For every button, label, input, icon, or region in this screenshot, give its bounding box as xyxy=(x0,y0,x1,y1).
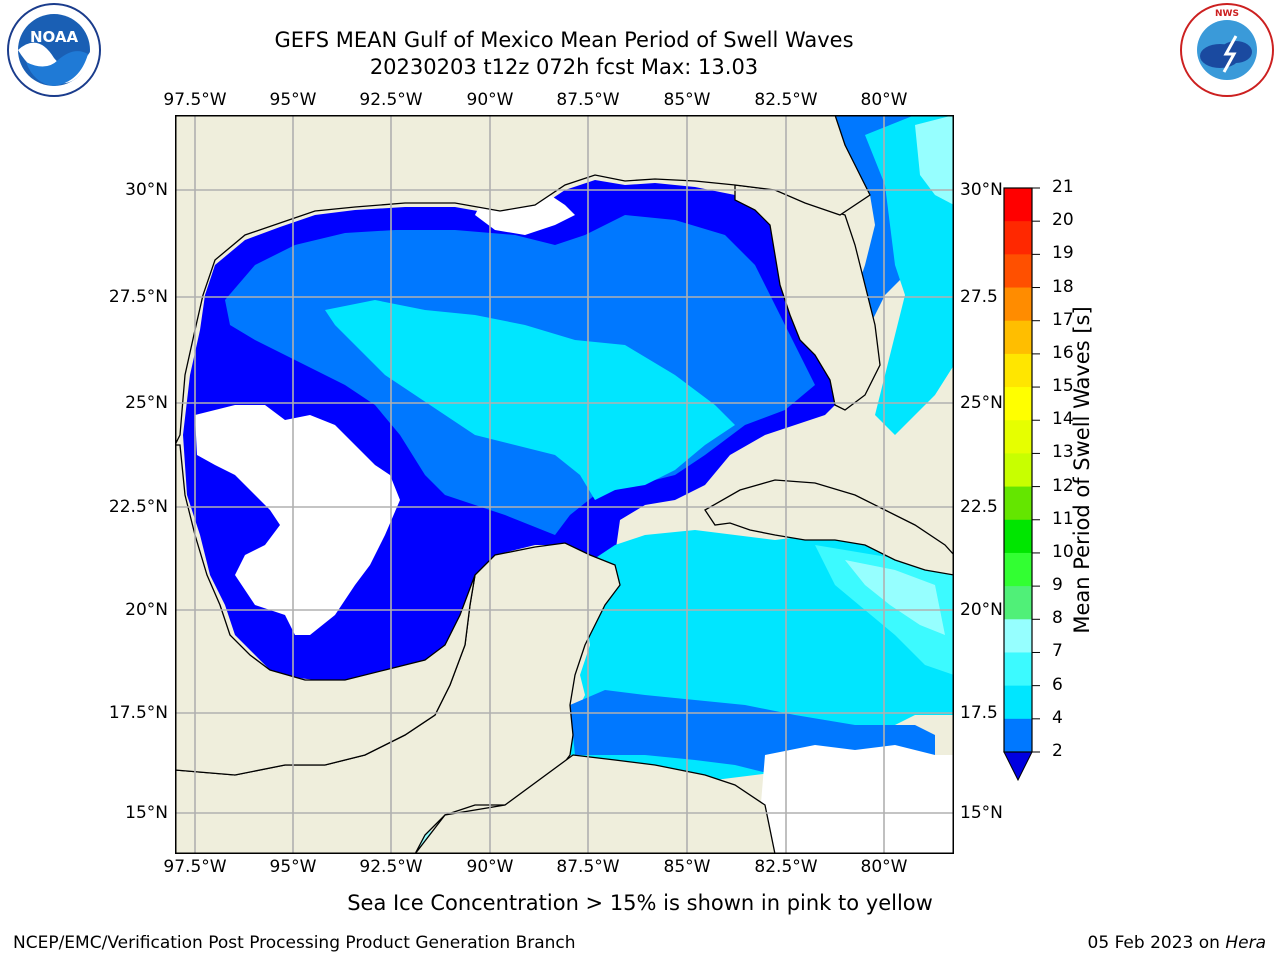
atlantic-water xyxy=(915,115,954,205)
lon-label-top: 80°W xyxy=(860,90,908,110)
colorbar-segment xyxy=(1004,254,1032,289)
colorbar xyxy=(1003,187,1040,782)
lon-label-top: 92.5°W xyxy=(359,90,423,110)
colorbar-segment xyxy=(1004,619,1032,653)
colorbar-tick-label: 10 xyxy=(1052,541,1074,562)
map-border xyxy=(175,115,954,854)
lat-label-right: 15°N xyxy=(960,803,1003,823)
cuba-land xyxy=(704,479,954,576)
colorbar-tick-label: 2 xyxy=(1052,741,1063,761)
colorbar-tick-label: 13 xyxy=(1052,442,1074,463)
lat-label-left: 15°N xyxy=(125,803,168,823)
colorbar-tick-label: 15 xyxy=(1052,376,1074,397)
lon-label-bottom: 97.5°W xyxy=(163,857,227,877)
colorbar-tick-label: 18 xyxy=(1052,276,1074,297)
lon-label-bottom: 92.5°W xyxy=(359,857,423,877)
lat-label-left: 17.5°N xyxy=(108,703,168,723)
colorbar-segment xyxy=(1004,320,1032,355)
central-america-land xyxy=(414,754,776,854)
colorbar-segment xyxy=(1004,552,1032,587)
lon-label-bottom: 85°W xyxy=(663,857,711,877)
footer-date: 05 Feb 2023 on Hera xyxy=(1088,933,1266,953)
colorbar-tick-label: 7 xyxy=(1052,641,1063,662)
lat-label-right: 17.5 xyxy=(960,703,998,723)
footer-credit: NCEP/EMC/Verification Post Processing Pr… xyxy=(13,933,576,953)
colorbar-segment xyxy=(1004,221,1032,255)
map-panel xyxy=(175,115,954,854)
lat-label-right: 20°N xyxy=(960,600,1003,620)
lat-label-left: 20°N xyxy=(125,600,168,620)
lon-label-top: 87.5°W xyxy=(556,90,620,110)
colorbar-segment xyxy=(1004,486,1032,521)
colorbar-tick-label: 20 xyxy=(1052,210,1074,231)
colorbar-segment xyxy=(1004,287,1032,322)
colorbar-frame xyxy=(1003,187,1033,753)
colorbar-tick-label: 8 xyxy=(1052,608,1063,629)
colorbar-extend-arrow xyxy=(1003,751,1033,782)
no-data-area xyxy=(195,405,400,635)
noaa-logo-text: NOAA xyxy=(30,28,79,46)
colorbar-segment xyxy=(1004,718,1032,753)
colorbar-tick-label: 21 xyxy=(1052,177,1074,197)
colorbar-segment xyxy=(1004,353,1032,388)
colorbar-tick-label: 12 xyxy=(1052,475,1074,496)
atlantic-water xyxy=(865,115,954,435)
lat-label-right: 22.5 xyxy=(960,497,998,517)
lat-label-left: 30°N xyxy=(125,180,168,200)
colorbar-segment xyxy=(1004,453,1032,488)
colorbar-segment xyxy=(1004,519,1032,554)
colorbar-segment xyxy=(1004,685,1032,720)
lon-label-bottom: 80°W xyxy=(860,857,908,877)
colorbar-segment xyxy=(1004,586,1032,620)
colorbar-tick-label: 9 xyxy=(1052,575,1063,596)
colorbar-title: Mean Period of Swell Waves [s] xyxy=(1070,306,1094,634)
noaa-logo: NOAA xyxy=(7,3,101,97)
colorbar-tick-label: 11 xyxy=(1052,508,1074,529)
colorbar-tick-label: 4 xyxy=(1052,707,1063,728)
colorbar-tick-label: 14 xyxy=(1052,409,1074,430)
lon-label-top: 95°W xyxy=(269,90,317,110)
footer-date-text: 05 Feb 2023 on xyxy=(1087,933,1226,953)
footer-host: Hera xyxy=(1225,933,1266,953)
lat-label-left: 27.5°N xyxy=(108,287,168,307)
nws-logo: NWS xyxy=(1180,3,1274,97)
svg-text:NWS: NWS xyxy=(1215,9,1239,19)
lon-label-bottom: 90°W xyxy=(466,857,514,877)
chart-title: GEFS MEAN Gulf of Mexico Mean Period of … xyxy=(274,28,854,52)
caribbean-water xyxy=(845,560,945,635)
lat-label-left: 22.5°N xyxy=(108,497,168,517)
lon-label-top: 97.5°W xyxy=(163,90,227,110)
colorbar-tick-label: 6 xyxy=(1052,674,1063,695)
colorbar-tick-label: 19 xyxy=(1052,243,1074,264)
colorbar-segment xyxy=(1004,387,1032,421)
lon-label-bottom: 82.5°W xyxy=(754,857,818,877)
colorbar-tick-label: 17 xyxy=(1052,309,1074,330)
mexico-land xyxy=(175,444,476,776)
colorbar-tick-label: 16 xyxy=(1052,342,1074,363)
lon-label-bottom: 95°W xyxy=(269,857,317,877)
lat-label-right: 25°N xyxy=(960,393,1003,413)
us-land xyxy=(175,115,871,446)
chart-subtitle: 20230203 t12z 072h fcst Max: 13.03 xyxy=(369,55,759,79)
lon-label-bottom: 87.5°W xyxy=(556,857,620,877)
colorbar-segment xyxy=(1004,652,1032,687)
lon-label-top: 85°W xyxy=(663,90,711,110)
lat-label-left: 25°N xyxy=(125,393,168,413)
gulf-water xyxy=(325,300,735,500)
lat-label-right: 27.5 xyxy=(960,287,998,307)
lon-label-top: 90°W xyxy=(466,90,514,110)
lat-label-right: 30°N xyxy=(960,180,1003,200)
lon-label-top: 82.5°W xyxy=(754,90,818,110)
no-data-area xyxy=(755,745,954,854)
colorbar-segment xyxy=(1004,420,1032,454)
caption: Sea Ice Concentration > 15% is shown in … xyxy=(347,891,933,915)
colorbar-segment xyxy=(1004,188,1032,222)
graticule-lines xyxy=(175,115,954,854)
